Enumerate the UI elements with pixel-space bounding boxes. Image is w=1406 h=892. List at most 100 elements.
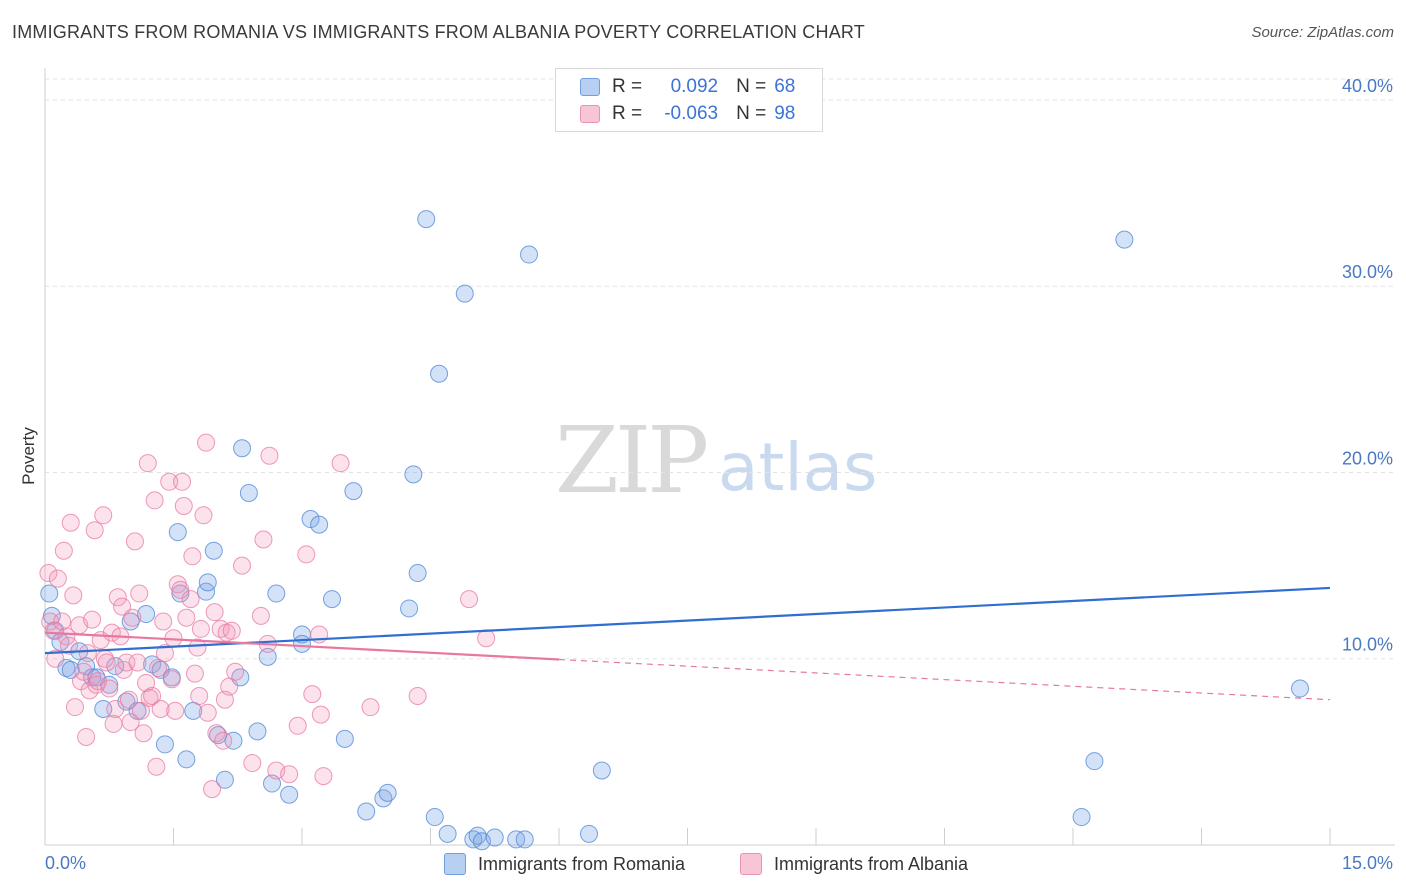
romania-point xyxy=(293,634,311,653)
albania-point xyxy=(155,644,174,663)
romania-point xyxy=(1072,808,1091,827)
watermark: ZIP atlas xyxy=(555,407,878,514)
albania-point xyxy=(460,590,479,609)
romania-point xyxy=(1115,230,1134,249)
albania-point xyxy=(149,659,168,678)
albania-point xyxy=(190,686,209,705)
trend-lines xyxy=(44,586,1331,701)
romania-point xyxy=(267,584,286,603)
albania-point xyxy=(205,603,224,622)
albania-point xyxy=(254,530,273,549)
romania-point xyxy=(137,605,156,624)
albania-point xyxy=(140,688,159,707)
romania-point xyxy=(344,482,363,501)
romania-point xyxy=(258,647,277,666)
albania-point xyxy=(331,454,350,473)
romania-point xyxy=(515,830,534,849)
romania-point xyxy=(322,590,341,609)
albania-point xyxy=(106,700,125,719)
source-credit: Source: ZipAtlas.com xyxy=(1251,24,1394,41)
albania-point xyxy=(297,545,316,564)
albania-point xyxy=(214,731,233,750)
albania-point xyxy=(361,698,380,717)
watermark-zip: ZIP xyxy=(555,407,706,514)
albania-point xyxy=(288,716,307,735)
bottom-albania-swatch xyxy=(740,853,762,875)
romania-trend-line xyxy=(44,586,1331,655)
albania-point xyxy=(130,584,149,603)
romania-swatch xyxy=(580,78,600,96)
albania-point xyxy=(194,506,213,525)
albania-point xyxy=(222,621,241,640)
albania-point xyxy=(207,724,226,743)
romania-point xyxy=(417,210,436,229)
albania-point xyxy=(138,454,157,473)
romania-point xyxy=(310,515,329,534)
albania-point xyxy=(128,653,147,672)
albania-point xyxy=(48,569,67,588)
albania-point xyxy=(54,541,73,560)
romania-point xyxy=(579,824,598,843)
watermark-atlas: atlas xyxy=(718,429,878,506)
albania-point xyxy=(154,612,173,631)
romania-n-value: 68 xyxy=(774,76,796,97)
romania-point xyxy=(1085,752,1104,771)
albania-point xyxy=(113,597,132,616)
albania-trend-line-dashed xyxy=(558,658,1331,701)
axes xyxy=(44,68,1395,846)
romania-point xyxy=(455,284,474,303)
y-tick-label: 20.0% xyxy=(1342,448,1393,468)
bottom-legend-albania: Immigrants from Albania xyxy=(740,852,968,876)
albania-point xyxy=(477,629,496,648)
y-tick-label: 10.0% xyxy=(1342,635,1393,655)
albania-point xyxy=(64,586,83,605)
romania-point xyxy=(408,564,427,583)
bottom-romania-label: Immigrants from Romania xyxy=(478,853,686,874)
albania-point xyxy=(197,433,216,452)
albania-point xyxy=(160,472,179,491)
albania-point xyxy=(100,679,119,698)
albania-n-value: 98 xyxy=(774,103,796,124)
albania-point xyxy=(61,513,80,532)
romania-point xyxy=(485,828,504,847)
albania-point xyxy=(97,653,116,672)
albania-point xyxy=(59,636,78,655)
romania-point xyxy=(168,523,187,542)
albania-point xyxy=(191,619,210,638)
romania-point xyxy=(106,657,125,676)
albania-point xyxy=(74,662,93,681)
albania-point xyxy=(188,638,207,657)
romania-point xyxy=(198,573,217,592)
romania-point xyxy=(248,722,267,741)
albania-n-label: N = xyxy=(736,103,767,124)
legend-row-romania: R = 0.092 N = 68 xyxy=(580,75,795,99)
albania-point xyxy=(183,547,202,566)
albania-point xyxy=(303,685,322,704)
bottom-albania-label: Immigrants from Albania xyxy=(774,853,969,874)
romania-point xyxy=(404,465,423,484)
albania-swatch xyxy=(580,105,600,123)
albania-point xyxy=(226,662,245,681)
legend-row-albania: R = -0.063 N = 98 xyxy=(580,102,795,126)
albania-point xyxy=(166,701,185,720)
romania-point xyxy=(357,802,376,821)
series-romania xyxy=(40,210,1310,851)
romania-point xyxy=(378,783,397,802)
albania-point xyxy=(104,714,123,733)
romania-point xyxy=(430,364,449,383)
albania-point xyxy=(173,472,192,491)
romania-point xyxy=(239,483,258,502)
romania-point xyxy=(224,731,243,750)
albania-point xyxy=(280,765,299,784)
romania-point xyxy=(520,245,539,264)
tick-labels: 10.0% 20.0% 30.0% 40.0% 0.0% 15.0% xyxy=(45,76,1393,873)
x-tick-label-max: 15.0% xyxy=(1342,853,1393,873)
albania-point xyxy=(145,491,164,510)
albania-point xyxy=(198,703,217,722)
albania-point xyxy=(39,564,58,583)
romania-point xyxy=(400,599,419,618)
romania-point xyxy=(204,541,223,560)
albania-point xyxy=(89,672,108,691)
albania-trend-line xyxy=(44,631,560,661)
romania-point xyxy=(301,510,320,529)
